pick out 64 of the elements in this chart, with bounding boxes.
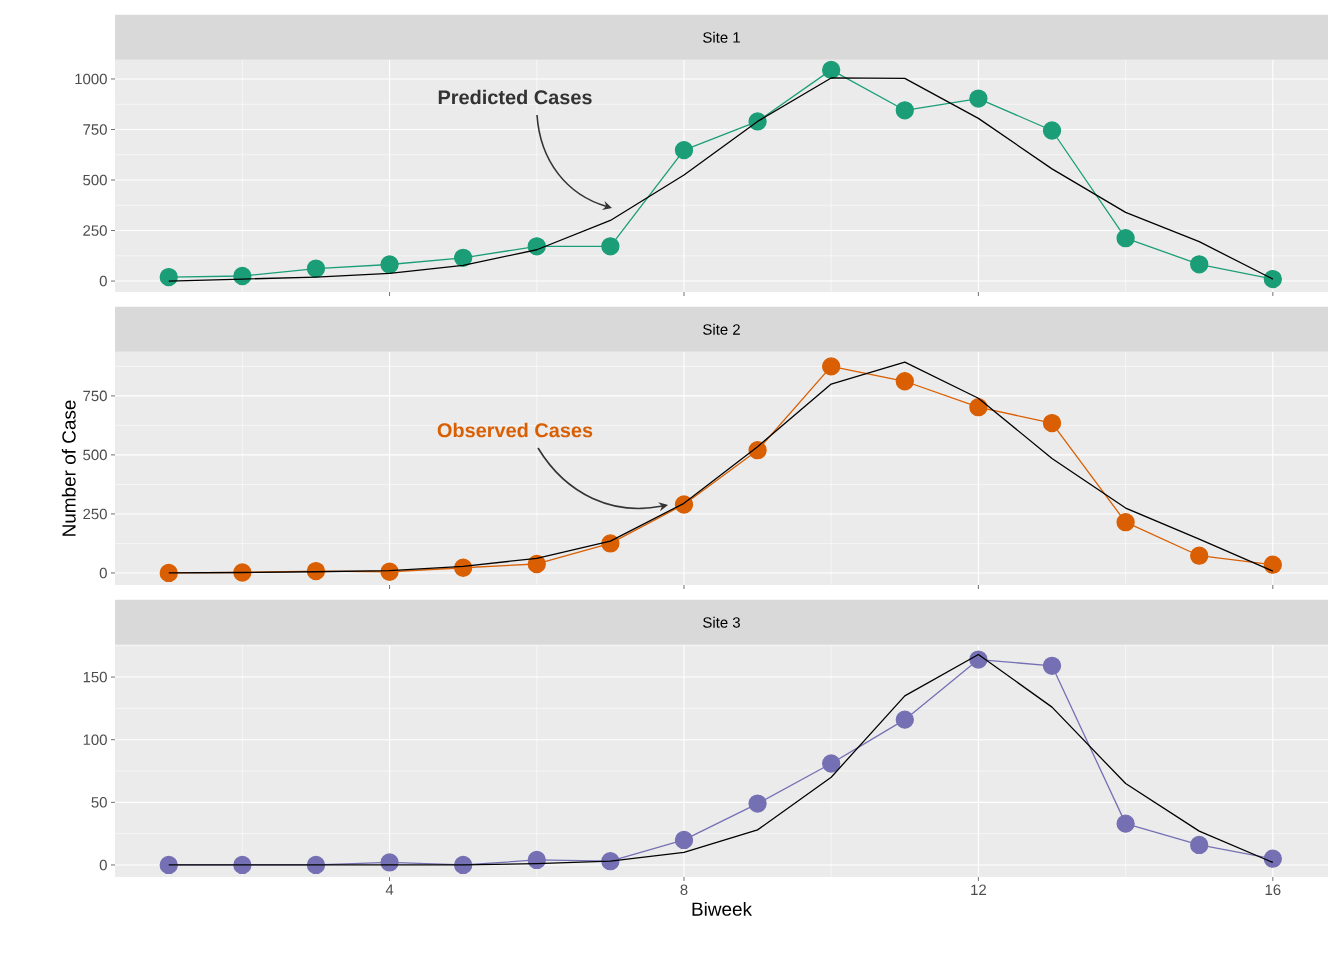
y-tick-label: 1000: [75, 73, 107, 85]
point: [380, 255, 399, 274]
point: [1042, 121, 1062, 140]
point: [306, 561, 326, 581]
point: [233, 563, 252, 582]
point: [527, 850, 546, 870]
annotation: Predicted Cases: [438, 89, 592, 105]
point: [674, 495, 694, 514]
y-tick-label: 150: [83, 671, 107, 683]
point: [159, 855, 178, 875]
point: [601, 852, 620, 871]
x-tick-label: 8: [680, 884, 688, 896]
point: [1042, 413, 1062, 433]
point: [1116, 229, 1135, 248]
y-axis-title: Number of Case: [61, 400, 76, 536]
y-tick-label: 750: [83, 124, 107, 135]
point: [1042, 656, 1062, 675]
point: [454, 558, 473, 577]
point: [674, 140, 694, 160]
point: [306, 259, 326, 278]
y-tick-label: 100: [83, 734, 107, 745]
point: [159, 563, 178, 583]
point: [1263, 849, 1282, 868]
point: [822, 357, 841, 376]
point: [1190, 835, 1209, 855]
chart-title: Site 3: [703, 616, 740, 628]
point: [1263, 555, 1282, 574]
x-tick-label: 16: [1265, 884, 1281, 896]
point: [1190, 255, 1209, 274]
point: [380, 562, 399, 581]
point: [1190, 546, 1209, 565]
point: [1116, 814, 1135, 833]
y-tick-label: 0: [99, 275, 107, 287]
chart-title: Site 1: [703, 31, 740, 43]
y-tick-label: 0: [99, 859, 107, 871]
chart-title: Site 2: [703, 323, 740, 335]
y-tick-label: 500: [83, 174, 107, 186]
point: [159, 267, 178, 287]
point: [822, 754, 841, 773]
y-tick-label: 0: [99, 567, 107, 579]
point: [969, 89, 988, 108]
x-tick-label: 4: [385, 884, 394, 895]
point: [1116, 513, 1135, 532]
y-tick-label: 250: [83, 225, 107, 236]
point: [895, 101, 914, 120]
x-tick-label: 12: [971, 884, 986, 895]
point: [895, 710, 914, 729]
y-tick-label: 250: [83, 508, 107, 520]
point: [527, 554, 546, 574]
y-tick-label: 500: [83, 449, 107, 461]
point: [527, 237, 546, 256]
point: [895, 372, 914, 391]
point: [1263, 269, 1282, 289]
x-axis-title: Biweek: [692, 901, 753, 916]
y-tick-label: 750: [83, 390, 107, 402]
point: [969, 398, 988, 417]
point: [748, 794, 767, 813]
point: [454, 248, 473, 267]
y-tick-label: 50: [91, 797, 107, 808]
point: [674, 830, 694, 850]
annotation: Observed Cases: [437, 422, 593, 438]
point: [822, 60, 841, 80]
point: [748, 112, 767, 131]
point: [601, 237, 620, 256]
